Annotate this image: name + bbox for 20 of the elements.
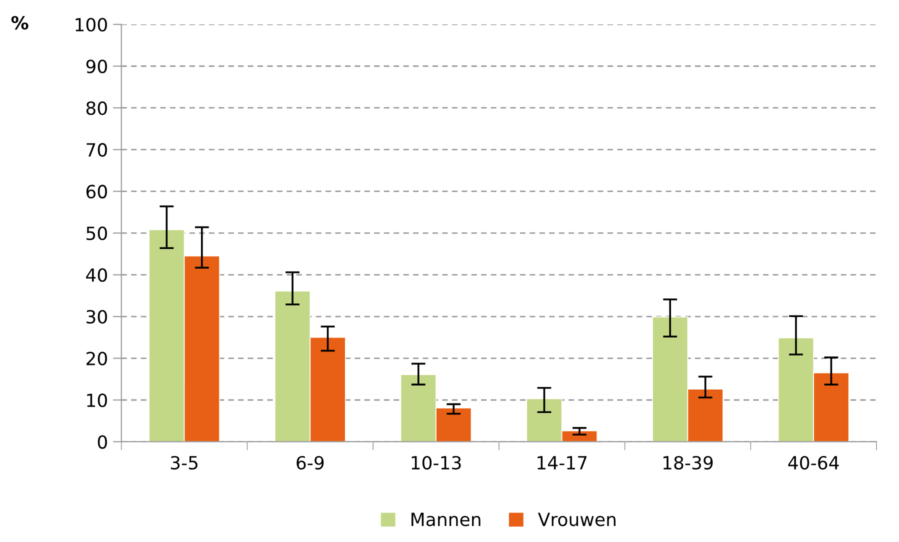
y-tick-label: 50 xyxy=(86,226,107,240)
y-tick-label: 100 xyxy=(76,18,107,32)
legend-label: Mannen xyxy=(412,512,480,526)
x-tick-label: 40-64 xyxy=(788,456,839,470)
legend-label: Vrouwen xyxy=(538,512,616,526)
x-tick-label: 18-39 xyxy=(663,456,713,470)
y-tick-label: 20 xyxy=(86,352,107,366)
y-tick-label: 30 xyxy=(86,310,107,324)
y-tick-label: 40 xyxy=(86,268,107,282)
x-tick-label: 3-5 xyxy=(170,456,198,470)
y-tick-label: 10 xyxy=(87,393,107,408)
y-tick-label: 90 xyxy=(86,60,107,74)
x-tick-label: 10-13 xyxy=(412,456,461,470)
y-tick-label: 80 xyxy=(86,101,107,115)
y-tick-label: 70 xyxy=(86,143,107,157)
y-axis-title: % xyxy=(11,16,28,30)
y-tick-label: 60 xyxy=(86,184,107,198)
y-tick-label: 0 xyxy=(98,435,107,449)
x-tick-label: 6-9 xyxy=(296,456,324,470)
x-tick-label: 14-17 xyxy=(538,456,587,470)
